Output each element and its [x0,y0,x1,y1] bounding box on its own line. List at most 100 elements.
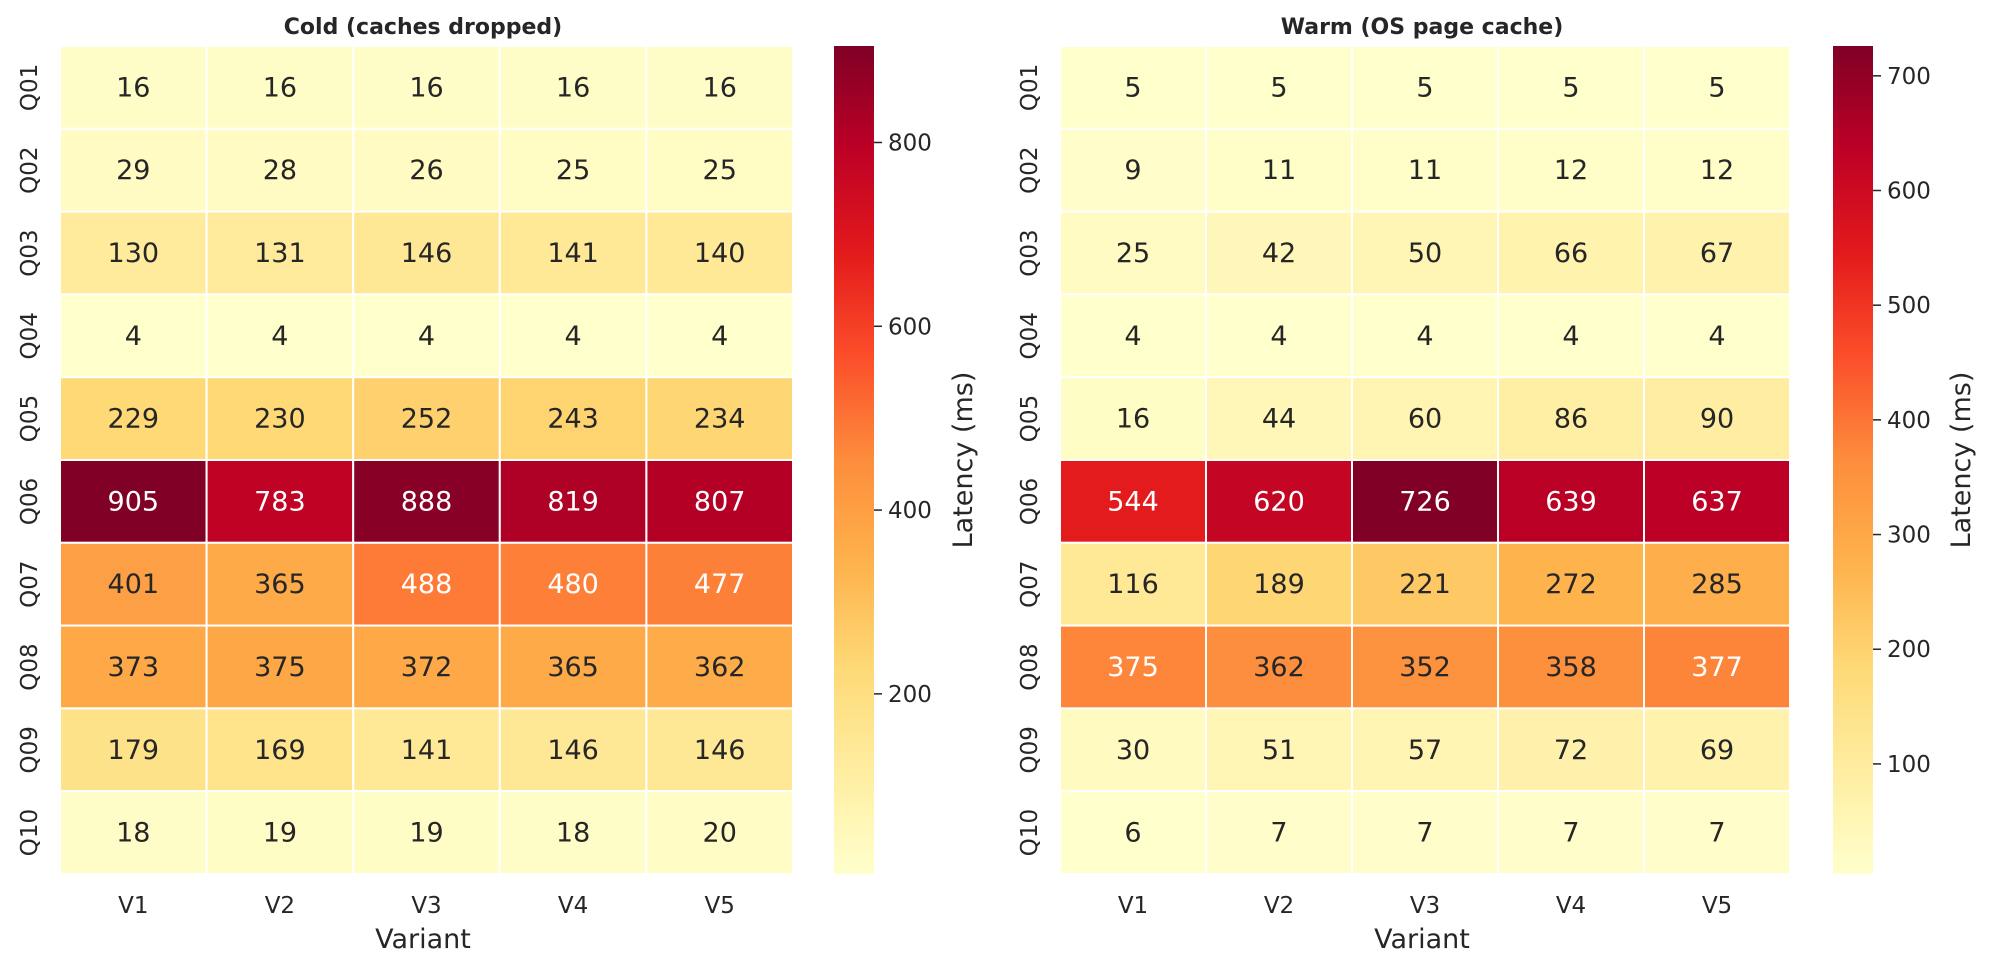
cell-value-label: 141 [401,735,453,766]
cell-value-label: 189 [1253,569,1305,600]
cell-value-label: 9 [1124,155,1141,186]
heatmap-cell [645,459,795,544]
heatmap-cell [1351,707,1499,793]
cell-value-label: 72 [1554,735,1588,766]
heatmap-cell [498,210,648,296]
heatmap-cell [352,707,501,793]
cell-value-label: 5 [1270,72,1287,103]
cell-value-label: 7 [1270,818,1287,849]
cell-value-label: 726 [1399,486,1451,517]
cell-value-label: 5 [1562,72,1579,103]
cell-value-label: 50 [1408,238,1442,269]
x-axis-label: Variant [375,924,471,955]
colorbar-tick-label: 100 [1887,752,1931,778]
heatmap-cell [205,45,355,130]
colorbar-ticks: 100 200 300 400 500 600 700 [1873,64,1931,778]
cell-value-label: 4 [1416,321,1433,352]
x-tick-label: V3 [1410,893,1440,919]
heatmap-cell [1643,293,1791,379]
cell-value-label: 16 [556,72,590,103]
y-tick-label: Q02 [17,147,43,194]
heatmap-cell [59,45,208,130]
cell-value-label: 19 [409,818,443,849]
heatmap-cell [59,624,208,710]
colorbar-tick-label: 400 [1887,408,1931,434]
x-tick-label: V2 [265,893,295,919]
cell-value-label: 57 [1408,735,1442,766]
y-tick-label: Q06 [1017,478,1043,525]
heatmap-cell [645,376,795,462]
cell-value-label: 51 [1262,735,1296,766]
x-tick-label: V1 [1118,893,1148,919]
cell-value-label: 29 [116,155,150,186]
heatmap-cell [205,790,355,876]
cell-value-label: 140 [694,238,746,269]
cell-value-label: 365 [254,569,306,600]
heatmap-cell [1497,541,1645,627]
cell-value-label: 905 [108,486,160,517]
cell-value-label: 362 [694,652,746,683]
cell-value-label: 375 [1107,652,1159,683]
x-tick-label: V5 [1702,893,1732,919]
heatmap-cell [205,707,355,793]
heatmap-cell [1643,707,1791,793]
x-tick-label: V4 [1556,893,1586,919]
x-tick-label: V1 [118,893,148,919]
colorbar [834,46,874,874]
y-tick-label: Q10 [17,809,43,856]
colorbar-tick-label: 500 [1887,293,1931,319]
x-tick-label: V3 [411,893,441,919]
cell-value-label: 12 [1554,155,1588,186]
colorbar-tick-label: 700 [1887,64,1931,90]
cell-value-label: 30 [1116,735,1150,766]
y-tick-label: Q03 [17,229,43,276]
heatmap-cell [352,376,501,462]
cell-value-label: 5 [1708,72,1725,103]
heatmap-cell [1351,45,1499,130]
panel-title: Cold (caches dropped) [284,15,562,40]
heatmap-cell [1497,293,1645,379]
cell-value-label: 888 [401,486,453,517]
y-tick-label: Q03 [1017,229,1043,276]
heatmap-cell [498,459,648,544]
heatmap-cell [1351,376,1499,462]
cell-value-label: 7 [1562,818,1579,849]
cell-value-label: 11 [1262,155,1296,186]
cell-value-label: 229 [108,404,160,435]
cell-value-label: 116 [1107,569,1159,600]
cell-value-label: 146 [694,735,746,766]
cell-value-label: 4 [418,321,435,352]
heatmap-cell [1643,459,1791,544]
cell-value-label: 179 [108,735,160,766]
cell-value-label: 25 [1116,238,1150,269]
heatmap-cell [1497,790,1645,876]
y-tick-label: Q10 [1017,809,1043,856]
heatmap-cell [1205,707,1353,793]
cell-value-label: 141 [547,238,599,269]
cell-value-label: 67 [1700,238,1734,269]
y-tick-label: Q01 [17,64,43,111]
y-tick-label: Q09 [1017,726,1043,773]
heatmap-cell [645,790,795,876]
panel-warm: Warm (OS page cache) 5 5 5 5 5 9 11 11 12 12 25 42 5… [1017,15,1977,955]
cell-value-label: 639 [1545,486,1597,517]
cell-value-label: 131 [254,238,306,269]
panel-title: Warm (OS page cache) [1281,15,1564,40]
cell-value-label: 620 [1253,486,1305,517]
cell-value-label: 18 [556,818,590,849]
y-tick-label: Q05 [1017,395,1043,442]
heatmap-cells: 16 16 16 16 16 29 28 26 25 25 130 131 146 141 140 4 4 4 4 4… [59,45,795,876]
cell-value-label: 16 [1116,404,1150,435]
cell-value-label: 169 [254,735,306,766]
cell-value-label: 365 [547,652,599,683]
heatmap-cell [1059,459,1207,544]
heatmap-cell [59,376,208,462]
cell-value-label: 243 [547,404,599,435]
heatmap-cell [1205,293,1353,379]
cell-value-label: 7 [1416,818,1433,849]
cell-value-label: 230 [254,404,306,435]
heatmap-cell [645,127,795,213]
cell-value-label: 401 [108,569,160,600]
heatmap-cell [205,293,355,379]
heatmap-cell [1643,376,1791,462]
